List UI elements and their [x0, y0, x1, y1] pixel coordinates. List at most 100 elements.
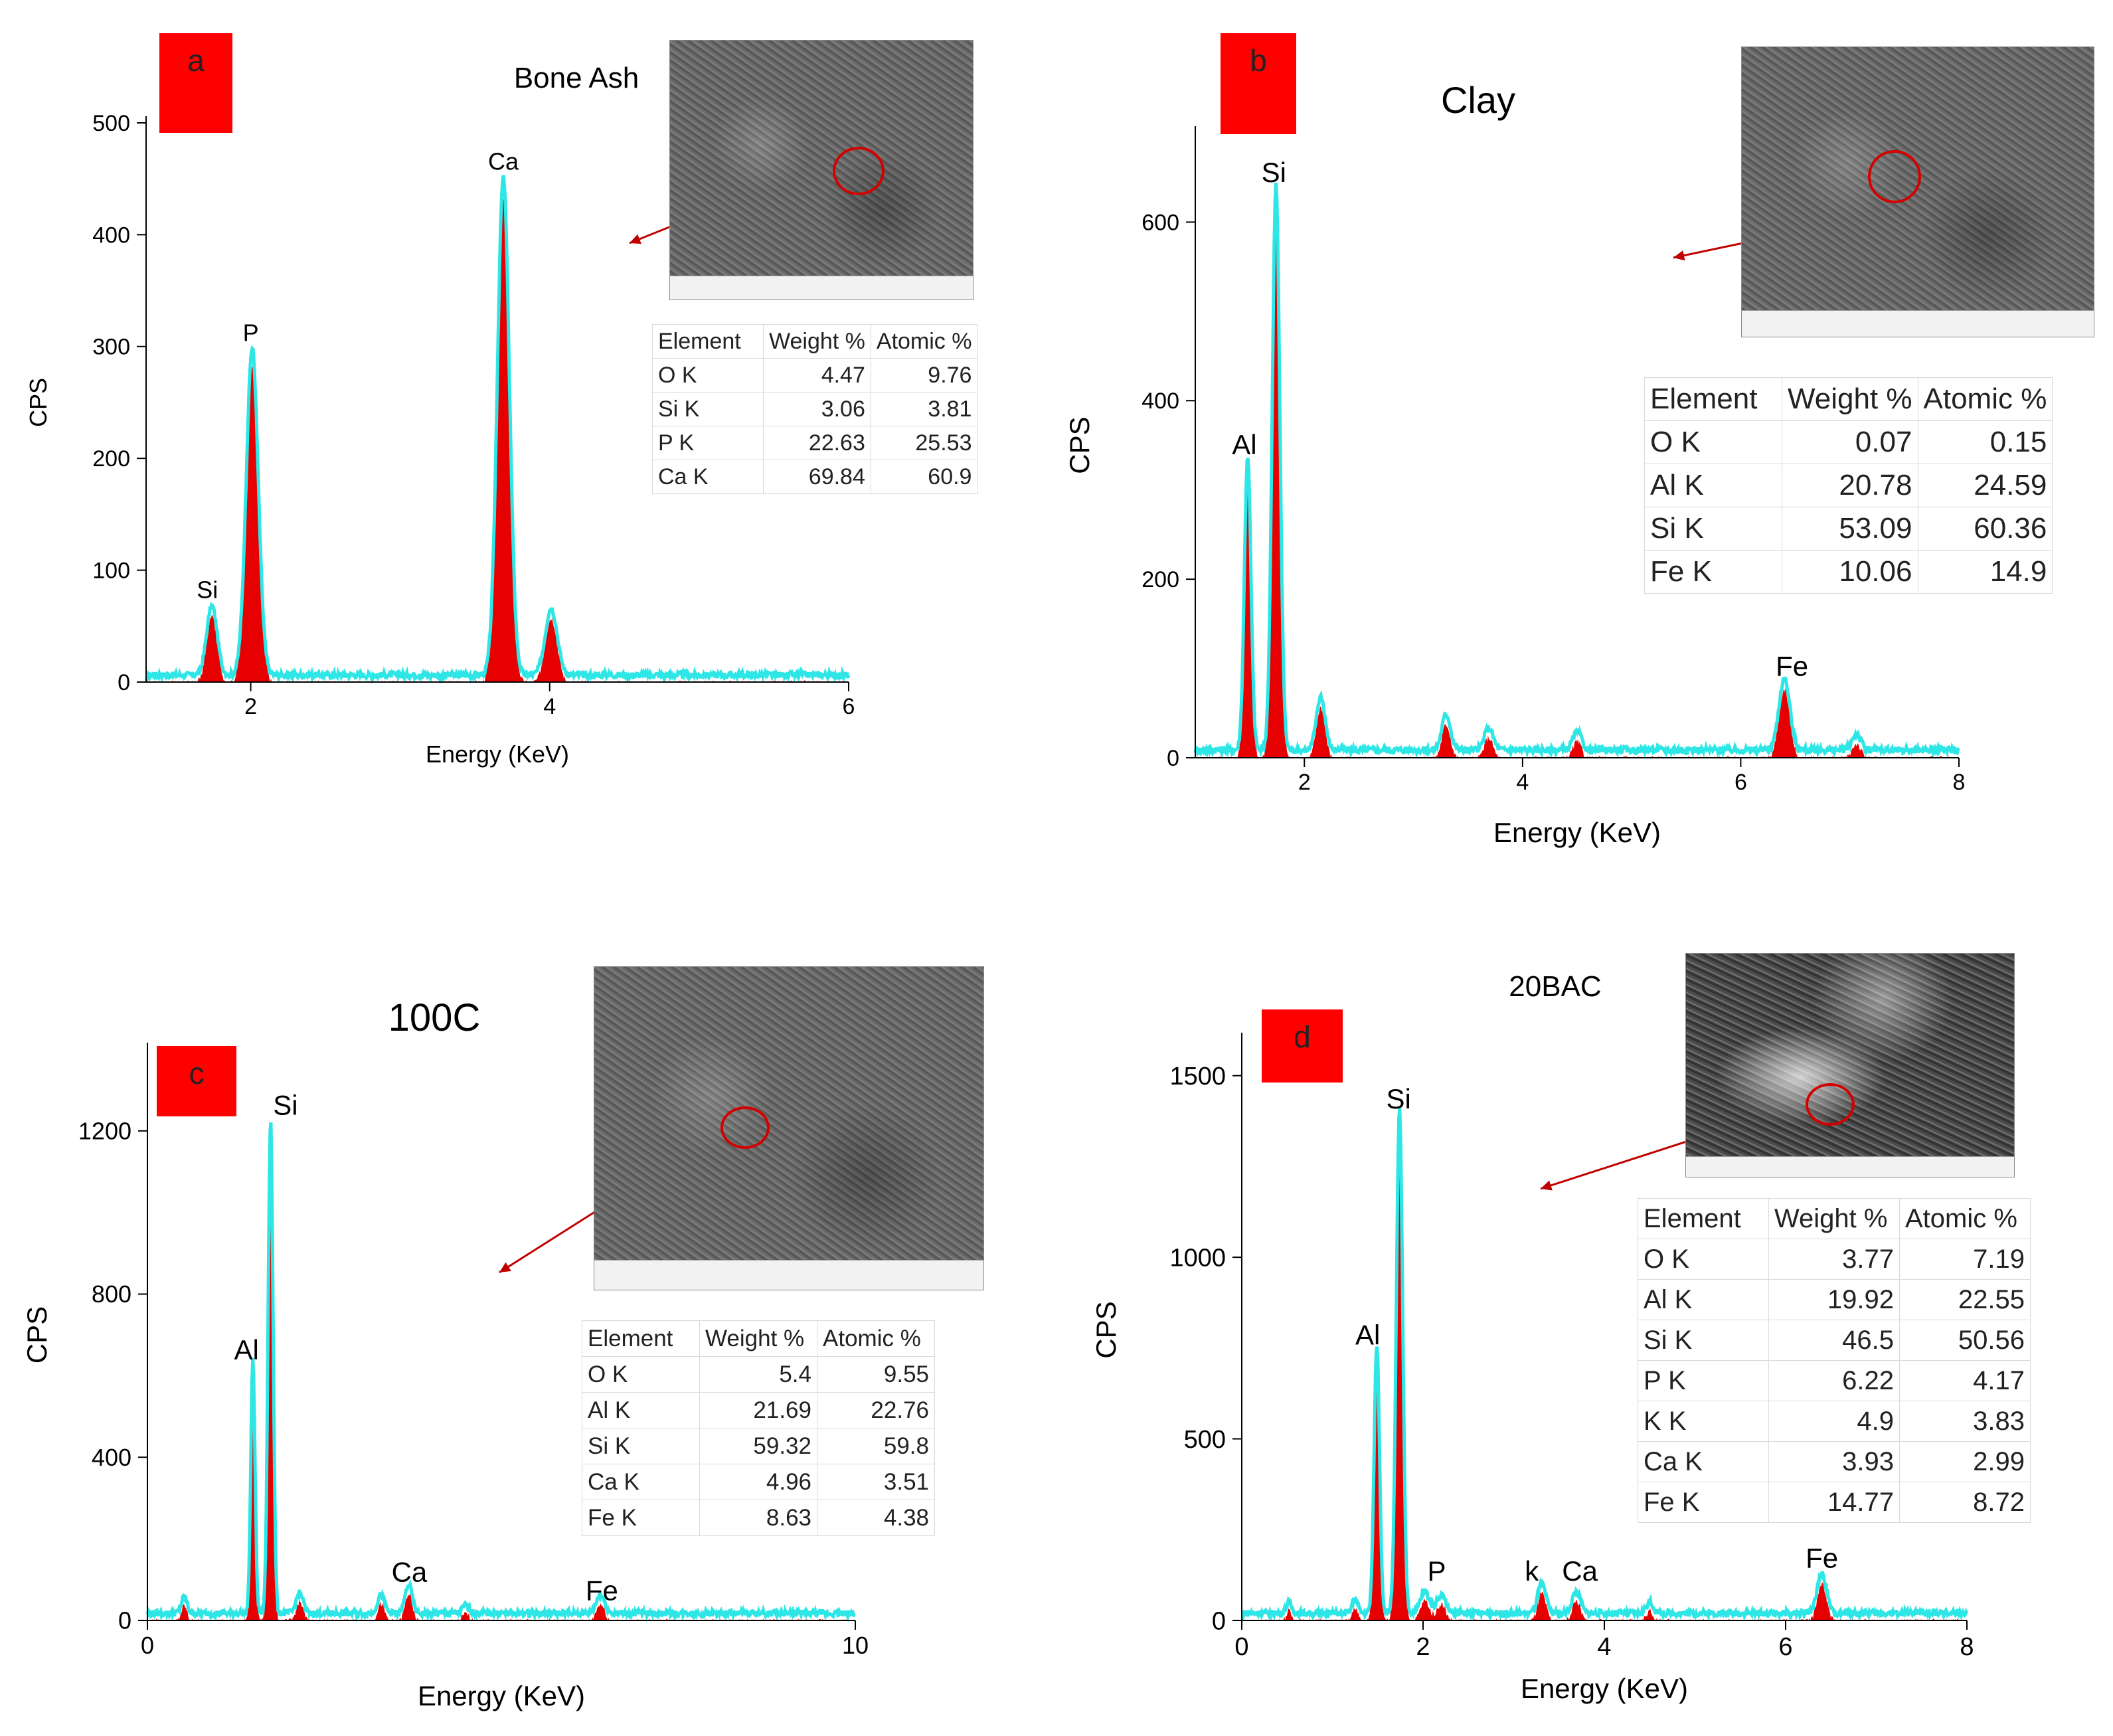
- table-row: Ca K 3.93 2.99: [1638, 1441, 2031, 1482]
- x-tick-label: 6: [843, 694, 855, 719]
- table-row: K K 4.9 3.83: [1638, 1401, 2031, 1442]
- table-cell-weight: 59.32: [699, 1428, 817, 1464]
- table-cell-atomic: 60.9: [870, 460, 978, 494]
- table-cell-element: Al K: [1638, 1279, 1769, 1320]
- table-cell-atomic: 22.76: [817, 1392, 935, 1429]
- y-tick-label: 500: [1184, 1426, 1226, 1454]
- table-row: Si K 46.5 50.56: [1638, 1320, 2031, 1361]
- table-cell-element: Ca K: [582, 1464, 700, 1500]
- panel-badge-b: b: [1221, 33, 1296, 134]
- table-row: P K 6.22 4.17: [1638, 1360, 2031, 1401]
- table-cell-element: Si K: [1644, 507, 1782, 551]
- table-cell-element: Al K: [582, 1392, 700, 1429]
- table-cell-weight: 4.47: [763, 358, 871, 392]
- y-axis-title: CPS: [1090, 1301, 1122, 1358]
- table-cell-atomic: 60.36: [1917, 507, 2053, 551]
- panel-badge-d: d: [1262, 1009, 1343, 1083]
- peak-label: Al: [1232, 429, 1256, 460]
- x-tick-label: 2: [244, 694, 257, 719]
- table-cell-element: Si K: [582, 1428, 700, 1464]
- table-cell-element: Si K: [652, 392, 764, 426]
- table-header-row: Element Weight % Atomic %: [652, 324, 978, 359]
- y-axis-title: CPS: [25, 378, 52, 427]
- x-axis-title: Energy (KeV): [1521, 1673, 1688, 1704]
- table-header-row: Element Weight % Atomic %: [1638, 1198, 2031, 1239]
- sem-image-b: [1741, 46, 2094, 337]
- table-cell-weight: 5.4: [699, 1356, 817, 1393]
- x-axis-title: Energy (KeV): [418, 1680, 585, 1711]
- table-cell-weight: 0.07: [1782, 420, 1918, 464]
- x-tick-label: 10: [842, 1632, 869, 1659]
- y-axis-title: CPS: [21, 1306, 52, 1363]
- sem-circle-d: [1806, 1083, 1855, 1126]
- x-tick-label: 0: [141, 1632, 154, 1659]
- table-cell-element: P K: [1638, 1360, 1769, 1401]
- table-cell-weight: 4.96: [699, 1464, 817, 1500]
- table-row: O K 3.77 7.19: [1638, 1239, 2031, 1280]
- y-tick-label: 1200: [78, 1117, 131, 1144]
- table-cell-weight: 19.92: [1768, 1279, 1900, 1320]
- composition-table-a: Element Weight % Atomic % O K 4.47 9.76 …: [652, 324, 978, 494]
- spectrum-line: [145, 1122, 856, 1623]
- table-header-cell: Element: [582, 1320, 700, 1357]
- table-cell-weight: 21.69: [699, 1392, 817, 1429]
- y-tick-label: 200: [92, 446, 130, 472]
- sem-info-bar-b: [1742, 309, 2094, 337]
- spectrum-fill: [1195, 209, 1959, 758]
- table-header-cell: Atomic %: [870, 324, 978, 359]
- sample-title: Clay: [1441, 79, 1515, 121]
- table-cell-weight: 22.63: [763, 426, 871, 460]
- table-cell-weight: 53.09: [1782, 507, 1918, 551]
- x-tick-label: 6: [1734, 770, 1747, 795]
- x-tick-label: 2: [1416, 1633, 1430, 1661]
- peak-label: Ca: [488, 148, 519, 175]
- table-cell-atomic: 22.55: [1899, 1279, 2031, 1320]
- table-cell-atomic: 50.56: [1899, 1320, 2031, 1361]
- y-tick-label: 0: [118, 1607, 131, 1634]
- table-cell-element: K K: [1638, 1401, 1769, 1442]
- table-cell-atomic: 3.81: [870, 392, 978, 426]
- x-tick-label: 4: [1516, 770, 1529, 795]
- sem-info-bar-c: [594, 1260, 983, 1290]
- pointer-arrowhead: [630, 234, 641, 244]
- table-cell-weight: 4.9: [1768, 1401, 1900, 1442]
- table-cell-atomic: 9.55: [817, 1356, 935, 1393]
- peak-label: Al: [234, 1334, 259, 1365]
- table-cell-atomic: 14.9: [1917, 550, 2053, 594]
- sem-image-a: [669, 40, 973, 300]
- table-row: Al K 20.78 24.59: [1644, 464, 2053, 507]
- table-cell-atomic: 4.17: [1899, 1360, 2031, 1401]
- table-cell-weight: 8.63: [699, 1500, 817, 1536]
- peak-label: P: [243, 319, 259, 346]
- peak-label: Fe: [1776, 650, 1808, 681]
- sem-info-bar-a: [670, 275, 973, 300]
- peak-label: Ca: [392, 1557, 428, 1588]
- table-cell-atomic: 0.15: [1917, 420, 2053, 464]
- composition-table-d: Element Weight % Atomic % O K 3.77 7.19 …: [1638, 1198, 2031, 1523]
- x-tick-label: 8: [1953, 770, 1966, 795]
- x-tick-label: 0: [1234, 1633, 1248, 1661]
- table-cell-element: O K: [652, 358, 764, 392]
- table-cell-element: Fe K: [1644, 550, 1782, 594]
- table-cell-element: O K: [1638, 1239, 1769, 1280]
- table-header-cell: Atomic %: [1917, 377, 2053, 421]
- table-header-cell: Element: [1638, 1198, 1769, 1239]
- table-header-row: Element Weight % Atomic %: [582, 1320, 935, 1357]
- chart-panel-a: 2 4 6 0 100 200 300 400 500 Energy (KeV) CPS Bone A…: [25, 62, 855, 768]
- table-cell-element: Fe K: [582, 1500, 700, 1536]
- table-row: O K 0.07 0.15: [1644, 420, 2053, 464]
- table-cell-element: O K: [582, 1356, 700, 1393]
- table-cell-weight: 46.5: [1768, 1320, 1900, 1361]
- table-row: Ca K 4.96 3.51: [582, 1464, 935, 1500]
- chart-panel-c: 0 10 0 400 800 1200 Energy (KeV) CPS 100C Al Si Ca F…: [21, 996, 869, 1711]
- table-header-cell: Atomic %: [1899, 1198, 2031, 1239]
- table-header-cell: Atomic %: [817, 1320, 935, 1357]
- table-cell-atomic: 4.38: [817, 1500, 935, 1536]
- chart-panel-b: 2 4 6 8 0 200 400 600 Energy (KeV) CPS Clay Al Si Fe: [1064, 79, 1965, 848]
- table-header-row: Element Weight % Atomic %: [1644, 377, 2053, 421]
- y-tick-label: 500: [92, 111, 130, 136]
- table-row: P K 22.63 25.53: [652, 426, 978, 460]
- table-cell-element: Si K: [1638, 1320, 1769, 1361]
- table-cell-element: Ca K: [652, 460, 764, 494]
- peak-label: Fe: [586, 1575, 618, 1606]
